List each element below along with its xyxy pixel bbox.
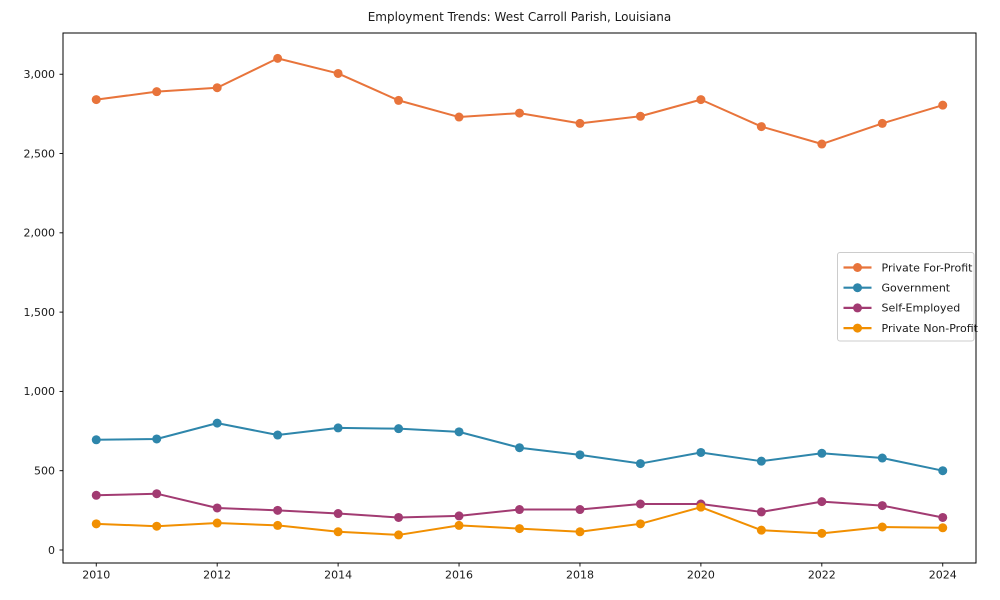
data-point-marker [212, 518, 222, 528]
data-point-marker [938, 100, 948, 110]
data-point-marker [877, 118, 887, 128]
y-tick-label: 3,000 [24, 68, 56, 81]
data-point-marker [756, 525, 766, 535]
data-point-marker [454, 112, 464, 122]
data-point-marker [394, 424, 404, 434]
data-point-marker [635, 111, 645, 121]
data-point-marker [152, 489, 162, 499]
y-tick-label: 2,500 [24, 147, 56, 160]
data-point-marker [212, 418, 222, 428]
data-point-marker [91, 519, 101, 529]
data-point-marker [515, 108, 524, 118]
data-point-marker [333, 68, 343, 78]
data-point-marker [696, 502, 706, 512]
legend-box: Private For-Profit Government Self-Employe… [837, 252, 979, 342]
legend-swatch-marker [853, 283, 862, 293]
data-point-marker [394, 95, 404, 105]
data-point-marker [877, 453, 887, 463]
data-point-marker [817, 448, 827, 458]
legend-label: Government [882, 282, 951, 295]
data-point-marker [152, 521, 162, 531]
data-point-marker [454, 427, 464, 437]
series-line-private-for-profit [95, 57, 944, 146]
data-point-marker [333, 509, 343, 519]
data-point-marker [575, 527, 585, 537]
x-tick-label: 2012 [203, 569, 231, 582]
x-tick-label: 2022 [808, 569, 836, 582]
x-tick-label: 2024 [929, 569, 957, 582]
y-tick-label: 500 [34, 465, 55, 478]
data-point-marker [152, 87, 162, 97]
data-point-marker [635, 519, 645, 529]
data-point-marker [333, 423, 343, 433]
x-tick-label: 2010 [82, 569, 110, 582]
data-point-marker [454, 520, 464, 530]
data-point-marker [817, 139, 827, 149]
data-point-marker [756, 122, 766, 132]
data-point-marker [756, 456, 766, 466]
data-point-marker [575, 118, 585, 128]
axis-tick-labels: 2010 2012 2014 2016 2018 2020 2022 2024 0 500 1,00… [24, 68, 957, 581]
data-point-marker [91, 490, 101, 500]
legend-frame [837, 252, 975, 342]
data-point-marker [91, 95, 101, 105]
data-point-marker [333, 527, 343, 537]
plot-frame [62, 32, 977, 564]
data-point-marker [91, 435, 101, 445]
chart-title: Employment Trends: West Carroll Parish, … [368, 10, 672, 24]
data-point-marker [696, 95, 706, 105]
data-point-marker [877, 522, 887, 532]
data-series-lines [91, 53, 948, 540]
data-point-marker [212, 83, 222, 93]
legend-label: Private For-Profit [882, 261, 974, 274]
data-point-marker [635, 459, 645, 469]
data-point-marker [152, 434, 162, 444]
legend-label: Self-Employed [882, 302, 961, 315]
data-point-marker [938, 466, 948, 476]
data-point-marker [756, 507, 766, 517]
y-tick-label: 0 [48, 544, 55, 557]
data-point-marker [273, 53, 283, 63]
data-point-marker [575, 450, 585, 460]
legend-swatch-marker [853, 323, 862, 333]
data-point-marker [938, 512, 948, 522]
data-point-marker [515, 505, 524, 515]
data-point-marker [938, 523, 948, 533]
data-point-marker [273, 505, 283, 515]
x-tick-label: 2014 [324, 569, 352, 582]
data-point-marker [817, 528, 827, 538]
x-tick-label: 2020 [687, 569, 715, 582]
data-point-marker [273, 520, 283, 530]
y-tick-label: 2,000 [24, 227, 56, 240]
legend-swatch-marker [853, 263, 862, 272]
y-tick-label: 1,000 [24, 385, 56, 398]
data-point-marker [212, 503, 222, 513]
y-tick-label: 1,500 [24, 306, 56, 319]
data-point-marker [635, 499, 645, 509]
data-point-marker [394, 512, 404, 522]
data-point-marker [515, 524, 524, 534]
axis-ticks [59, 73, 944, 567]
data-point-marker [515, 443, 524, 453]
x-tick-label: 2018 [566, 569, 594, 582]
data-point-marker [273, 430, 283, 440]
data-point-marker [877, 501, 887, 511]
x-tick-label: 2016 [445, 569, 473, 582]
axes-spines [62, 32, 977, 564]
legend-swatch-marker [853, 303, 862, 313]
data-point-marker [454, 511, 464, 521]
data-point-marker [575, 505, 585, 515]
legend-label: Private Non-Profit [882, 322, 979, 335]
data-point-marker [394, 530, 404, 540]
data-point-marker [817, 497, 827, 507]
data-point-marker [696, 447, 706, 457]
